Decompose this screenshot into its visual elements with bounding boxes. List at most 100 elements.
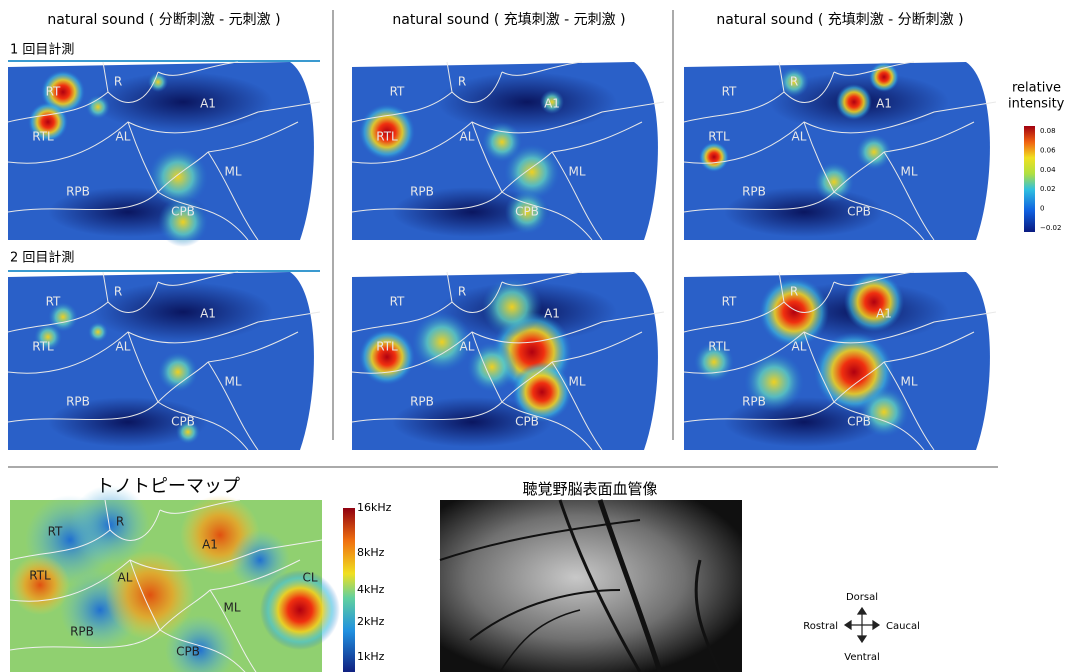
region-label: R xyxy=(114,75,122,89)
region-label: RPB xyxy=(66,395,90,409)
panel-title: natural sound ( 分断刺激 - 元刺激 ) xyxy=(47,11,280,28)
region-label: R xyxy=(458,75,466,89)
region-label: A1 xyxy=(544,97,560,111)
region-label: R xyxy=(114,285,122,299)
region-label: AL xyxy=(460,130,475,144)
frequency-label: 2kHz xyxy=(357,615,385,628)
activation xyxy=(158,352,198,392)
colorbar-title: relative xyxy=(1012,81,1061,96)
region-label: ML xyxy=(224,375,241,389)
region-label: RPB xyxy=(70,625,94,639)
colorbar-label: 0.02 xyxy=(1040,185,1056,193)
orientation-cross xyxy=(845,608,879,642)
region-label: AL xyxy=(118,571,133,585)
region-label: RT xyxy=(46,85,61,99)
region-label: ML xyxy=(568,375,585,389)
region-label: AL xyxy=(792,130,807,144)
vessel-title: 聴覚野脳表面血管像 xyxy=(522,480,657,498)
tonotopy-map: RTRA1RTLALMLRPBCPBCL xyxy=(10,485,340,672)
region-label: A1 xyxy=(544,307,560,321)
region-label: RPB xyxy=(742,185,766,199)
region-label: A1 xyxy=(876,307,892,321)
region-label: CPB xyxy=(515,415,539,429)
frequency-label: 1kHz xyxy=(357,650,385,663)
region-label: RT xyxy=(722,295,737,309)
region-label: A1 xyxy=(876,97,892,111)
region-label: R xyxy=(790,285,798,299)
region-label: RPB xyxy=(410,395,434,409)
session-label: 2 回目計測 xyxy=(10,250,74,266)
region-label: RTL xyxy=(708,130,730,144)
colorbar-label: 0 xyxy=(1040,205,1044,213)
frequency-label: 8kHz xyxy=(357,546,385,559)
session-label: 1 回目計測 xyxy=(10,42,74,58)
activation xyxy=(359,329,415,385)
colorbar xyxy=(1024,126,1035,232)
tonotopy-area xyxy=(230,530,290,590)
activation xyxy=(814,162,854,202)
region-label: RPB xyxy=(742,395,766,409)
region-label: A1 xyxy=(202,538,218,552)
activation xyxy=(699,142,729,172)
region-label: RT xyxy=(390,295,405,309)
colorbar-title: intensity xyxy=(1008,97,1065,112)
region-label: R xyxy=(116,515,124,529)
region-label: ML xyxy=(900,375,917,389)
region-label: R xyxy=(790,75,798,89)
region-label: CL xyxy=(302,571,317,585)
frequency-label: 4kHz xyxy=(357,583,385,596)
activation xyxy=(86,95,110,119)
colorbar-label: −0.02 xyxy=(1040,224,1061,232)
heatmap-panel: RT R A1 RTL AL ML RPB CPB xyxy=(352,272,664,450)
activation xyxy=(512,362,572,422)
region-label: AL xyxy=(116,130,131,144)
tonotopy-area xyxy=(10,555,70,615)
region-label: RTL xyxy=(376,130,398,144)
region-label: CPB xyxy=(515,205,539,219)
activation xyxy=(467,342,517,392)
colorbar-label: 0.06 xyxy=(1040,146,1056,154)
region-label: A1 xyxy=(200,97,216,111)
region-label: RPB xyxy=(66,185,90,199)
frequency-bar xyxy=(343,508,355,672)
frequency-label: 16kHz xyxy=(357,501,392,514)
activation xyxy=(836,84,872,120)
heatmap-panel: RT R A1 RTL AL ML RPB CPB xyxy=(8,62,320,247)
region-label: RT xyxy=(46,295,61,309)
region-label: CPB xyxy=(171,415,195,429)
activation xyxy=(869,62,899,92)
region-label: R xyxy=(458,285,466,299)
region-label: RT xyxy=(390,85,405,99)
colorbar-label: 0.08 xyxy=(1040,127,1056,135)
region-label: RTL xyxy=(32,340,54,354)
page: {"panel_titles": ["natural sound ( 分断刺激 … xyxy=(0,0,1082,672)
region-label: CPB xyxy=(847,415,871,429)
region-label: ML xyxy=(224,165,241,179)
heatmap-panel: RTRA1RTLALMLRPBCPB xyxy=(352,62,664,240)
orientation-label: Ventral xyxy=(844,652,880,663)
region-label: CPB xyxy=(171,205,195,219)
orientation-label: Rostral xyxy=(803,621,838,632)
region-label: CPB xyxy=(176,645,200,659)
region-label: AL xyxy=(116,340,131,354)
heatmap-panel: RT R A1 RTL AL ML RPB CPB xyxy=(8,272,320,450)
region-label: RT xyxy=(48,525,63,539)
figure: 1 回目計測 2 回目計測 natural sound ( 分断刺激 - 元刺激… xyxy=(0,0,1082,672)
region-label: AL xyxy=(792,340,807,354)
orientation-label: Dorsal xyxy=(846,592,878,603)
region-label: AL xyxy=(460,340,475,354)
region-label: A1 xyxy=(200,307,216,321)
region-label: RTL xyxy=(29,569,51,583)
colorbar-label: 0.04 xyxy=(1040,166,1056,174)
panel-title: natural sound ( 充填刺激 - 分断刺激 ) xyxy=(716,11,963,28)
region-label: RTL xyxy=(32,130,54,144)
region-label: CPB xyxy=(847,205,871,219)
panel-title: natural sound ( 充填刺激 - 元刺激 ) xyxy=(392,11,625,28)
region-label: ML xyxy=(568,165,585,179)
region-label: RTL xyxy=(376,340,398,354)
heatmap-panel: RT R A1 RTL AL ML RPB CPB xyxy=(684,272,996,450)
region-label: RTL xyxy=(708,340,730,354)
activation xyxy=(88,322,108,342)
region-label: RT xyxy=(722,85,737,99)
